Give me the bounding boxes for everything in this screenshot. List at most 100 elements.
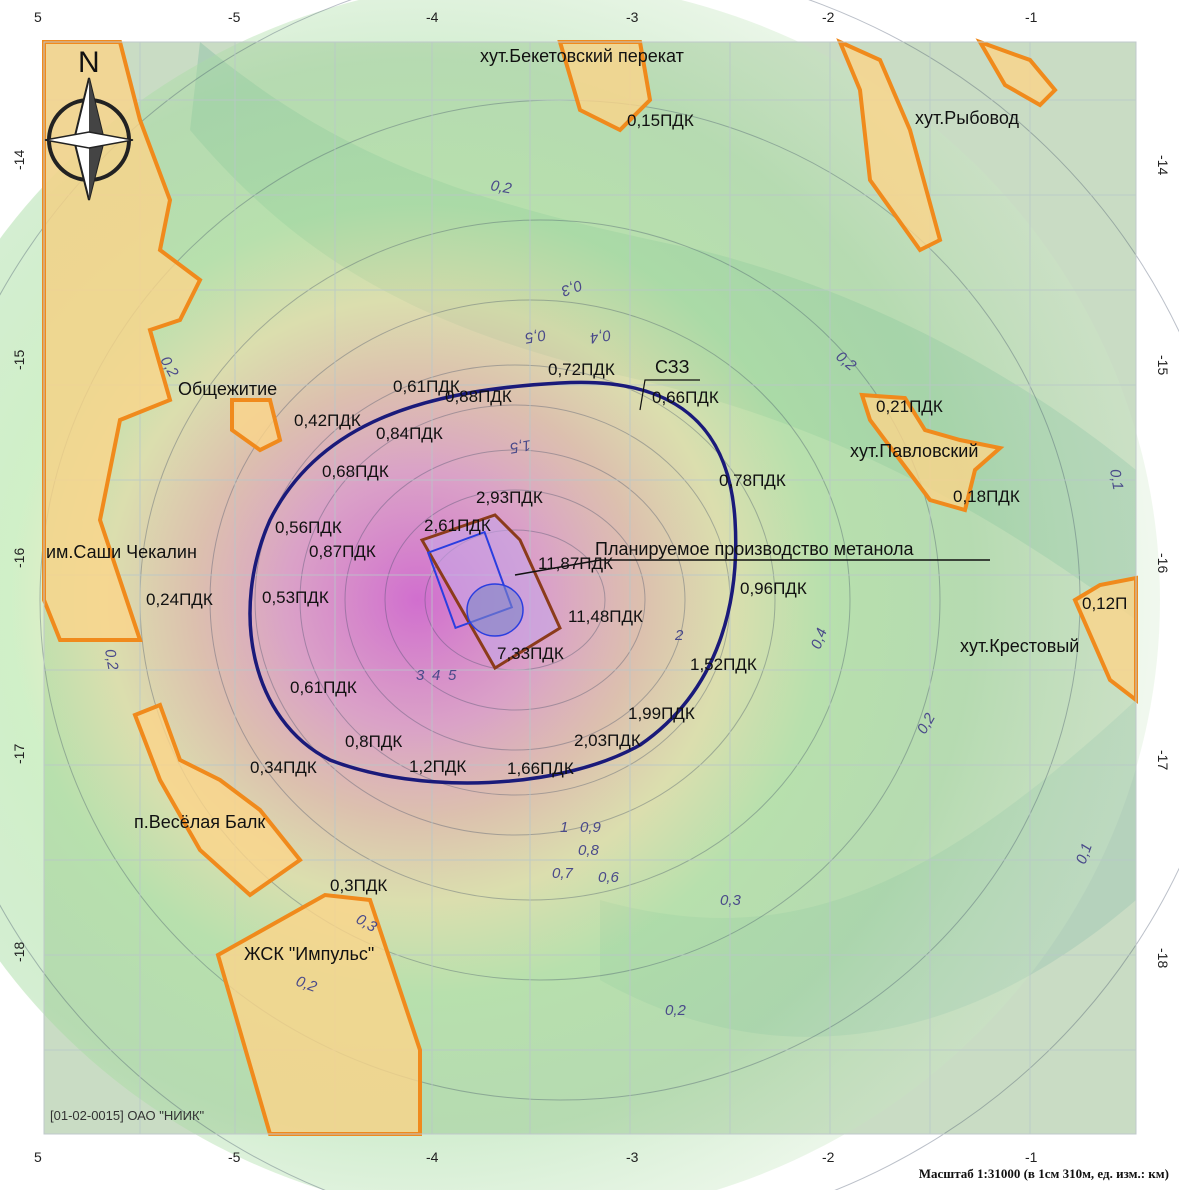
iso-label: 5 [448,667,457,684]
scale-text: Масштаб 1:31000 (в 1см 310м, ед. изм.: к… [918,1166,1169,1181]
szz-leader [639,379,700,411]
axis-left-tick: -16 [11,548,27,568]
axis-left-tick: -14 [11,150,27,170]
conc-label: 0,61ПДК [393,377,460,396]
iso-label: 0,2 [294,973,320,996]
conc-label: 0,24ПДК [146,590,213,609]
axis-top-tick: -1 [1025,9,1038,25]
zone-rybovod-right [975,38,1058,108]
iso-label: 0,4 [589,326,612,346]
conc-label: 0,88ПДК [445,387,512,406]
conc-label: 7,33ПДК [497,644,564,663]
axis-right: -14 -15 -16 -17 -18 [1155,155,1171,968]
iso-label: 0,3 [720,892,742,909]
place-labels: хут.Бекетовский перекат хут.Рыбовод Обще… [46,46,1079,964]
conc-label: 0,68ПДК [322,462,389,481]
iso-label: 0,7 [552,865,574,882]
zone-obshchezhitie [230,398,283,453]
iso-label: 0,5 [523,326,547,346]
production-site [419,513,562,671]
conc-label: 1,66ПДК [507,759,574,778]
axis-top-tick: -3 [626,9,639,25]
place-veselaya: п.Весёлая Балк [134,812,265,832]
place-beketovsky: хут.Бекетовский перекат [480,46,684,66]
conc-label: 0,96ПДК [740,579,807,598]
conc-label: 0,34ПДК [250,758,317,777]
szz-boundary [248,380,738,785]
axis-left-tick: -18 [11,942,27,962]
axis-right-tick: -16 [1155,553,1171,573]
conc-label: 0,21ПДК [876,397,943,416]
iso-label: 0,9 [580,819,602,836]
axis-top-partial: 5 [34,9,42,25]
place-obshchezhitie: Общежитие [178,379,277,399]
zone-veselaya [132,702,303,898]
conc-label: 11,87ПДК [538,554,613,573]
conc-label: 0,42ПДК [294,411,361,430]
annotation-methanol: Планируемое производство метанола [595,539,915,559]
axis-bottom-tick: -5 [228,1149,241,1165]
axis-bottom-tick: -1 [1025,1149,1038,1165]
place-krestovy: хут.Крестовый [960,636,1079,656]
place-impuls: ЖСК "Импульс" [244,944,374,964]
axis-left-tick: -17 [11,744,27,764]
axis-bottom-tick: -4 [426,1149,439,1165]
place-chekalin: им.Саши Чекалин [46,542,197,562]
conc-label: 11,48ПДК [568,607,643,626]
conc-label: 0,72ПДК [548,360,615,379]
conc-label: 1,52ПДК [690,655,757,674]
iso-label: 0,8 [578,842,600,859]
conc-label: 0,56ПДК [275,518,342,537]
conc-label: 1,99ПДК [628,704,695,723]
conc-label: 0,18ПДК [953,487,1020,506]
axis-right-tick: -17 [1155,750,1171,770]
iso-label: 2 [674,627,684,644]
conc-label: 2,93ПДК [476,488,543,507]
conc-label: 0,84ПДК [376,424,443,443]
iso-label: 0,2 [665,1002,687,1019]
map-frame [43,41,1137,1135]
axis-top-tick: -5 [228,9,241,25]
settlement-zones [42,38,1138,1136]
iso-label: 1 [560,819,568,836]
iso-label: 0,6 [598,869,620,886]
place-pavlovsky: хут.Павловский [850,441,978,461]
place-rybovod: хут.Рыбовод [915,108,1019,128]
iso-label: 0,3 [558,276,584,299]
conc-label: 2,03ПДК [574,731,641,750]
axis-top-tick: -2 [822,9,835,25]
axis-top-tick: -4 [426,9,439,25]
conc-label: 2,61ПДК [424,516,491,535]
conc-label: 0,78ПДК [719,471,786,490]
zone-pavlovsky [859,392,1005,513]
iso-label: 0,2 [489,177,513,197]
conc-label: 0,66ПДК [652,388,719,407]
iso-label: 0,4 [808,626,831,651]
conc-label: 0,12П [1082,594,1127,613]
conc-label: 0,3ПДК [330,876,387,895]
conc-label: 0,87ПДК [309,542,376,561]
axis-left: -14 -15 -16 -17 -18 [11,150,27,962]
annotation-szz: СЗЗ [655,357,690,377]
north-arrow: N [44,46,134,201]
zone-left-town [42,40,203,642]
conc-label: 0,8ПДК [345,732,402,751]
axis-top: 5 -5 -4 -3 -2 -1 [34,9,1038,25]
watermark: [01-02-0015] ОАО "НИИК" [50,1108,205,1123]
conc-label: 0,53ПДК [262,588,329,607]
axis-left-tick: -15 [11,350,27,370]
axis-right-tick: -15 [1155,355,1171,375]
iso-label: 1,5 [508,436,532,456]
north-label: N [78,46,100,79]
conc-label: 0,15ПДК [627,111,694,130]
methanol-leader [514,559,990,576]
iso-label: 0,1 [1073,841,1096,866]
axis-bottom: 5 -5 -4 -3 -2 -1 [34,1149,1038,1165]
conc-label: 0,61ПДК [290,678,357,697]
iso-label: 4 [432,667,440,684]
axis-right-tick: -14 [1155,155,1171,175]
concentration-labels: 0,15ПДК 0,72ПДК 0,66ПДК 0,61ПДК 0,88ПДК … [146,111,1127,895]
